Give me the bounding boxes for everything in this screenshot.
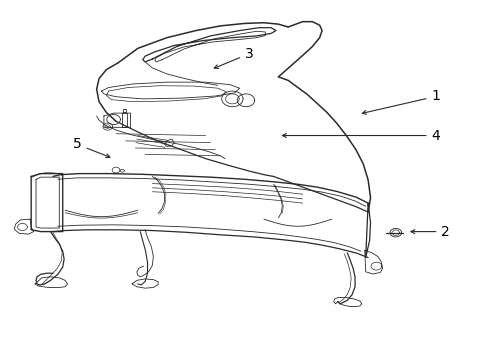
Text: 5: 5 [73, 138, 110, 158]
Text: 1: 1 [362, 89, 440, 114]
Text: 2: 2 [410, 225, 449, 239]
Text: 4: 4 [282, 129, 440, 143]
Text: 3: 3 [214, 47, 253, 68]
